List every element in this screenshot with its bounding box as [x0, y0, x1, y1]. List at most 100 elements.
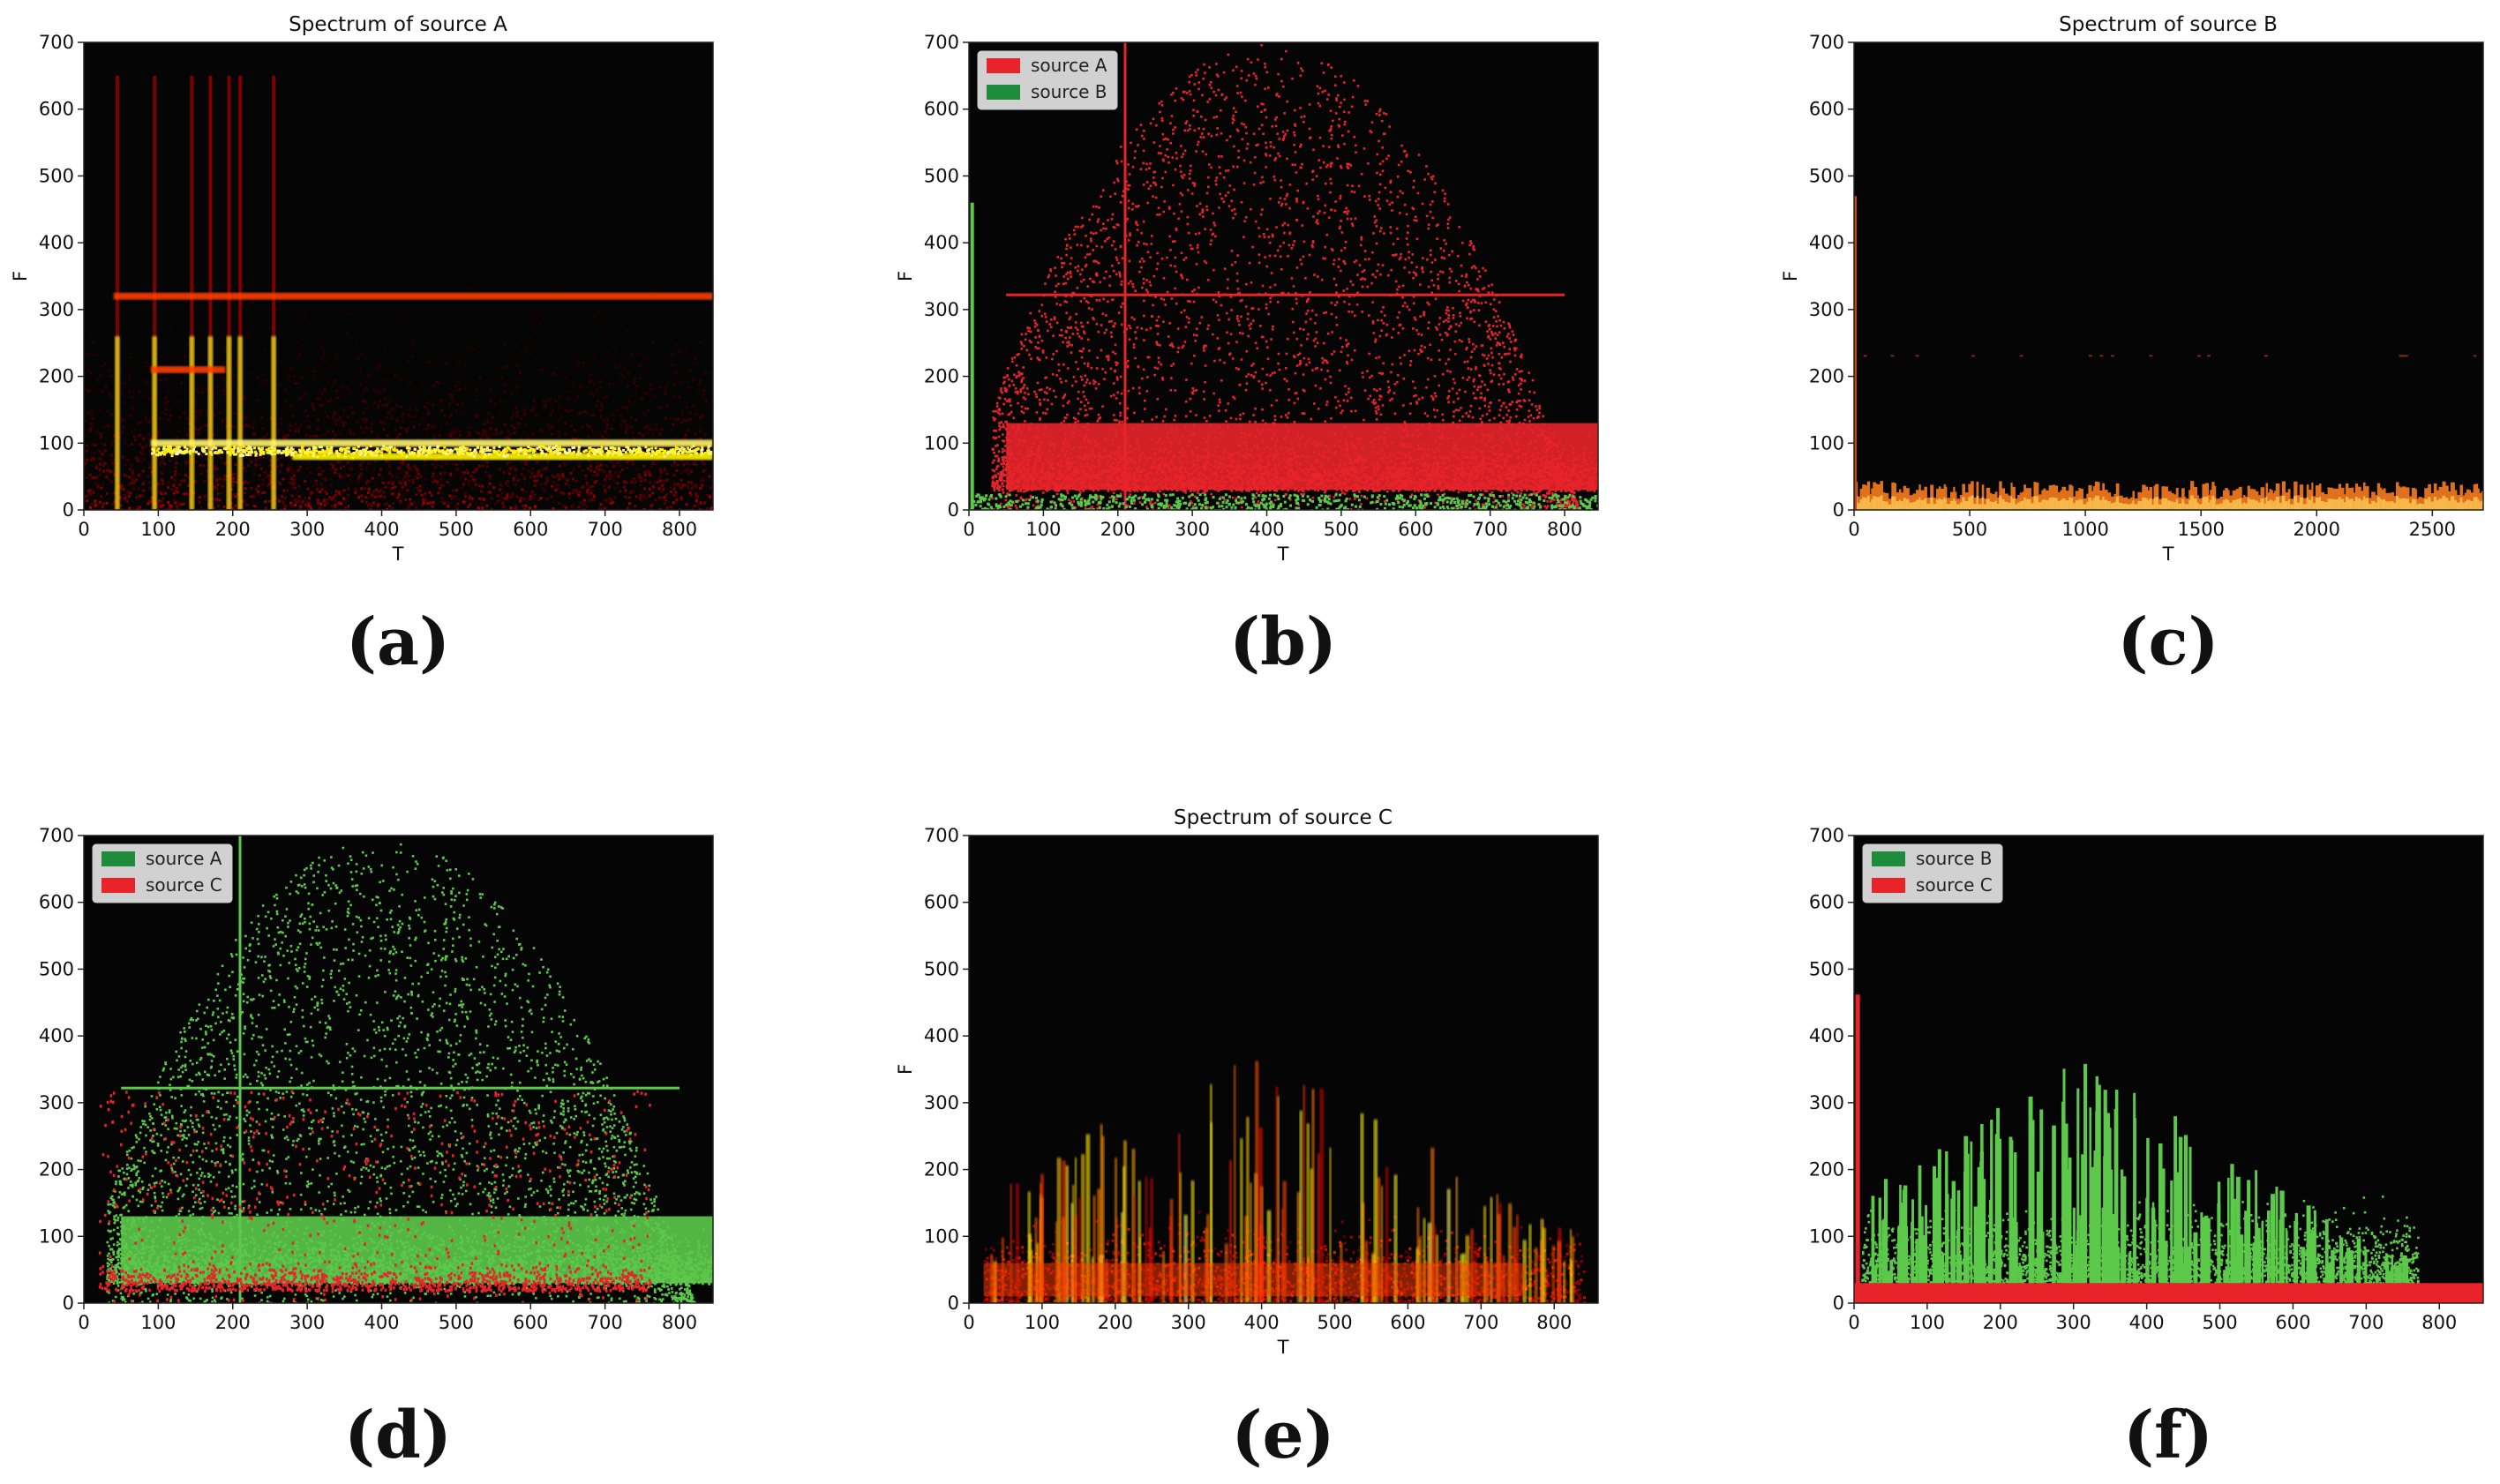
- panel-a-band-speck: [289, 447, 293, 451]
- panel-a-noise: [687, 473, 691, 476]
- panel-a-noise: [329, 364, 333, 368]
- panel-a-noise: [145, 381, 148, 385]
- panel-a-noise: [435, 380, 439, 384]
- panel-a-noise: [132, 391, 136, 394]
- panel-a-noise: [387, 459, 391, 462]
- panel-b-point: [1453, 352, 1457, 356]
- panel-a-noise: [131, 396, 134, 400]
- panel-a-noise: [325, 492, 328, 496]
- panel-a-noise: [599, 379, 603, 383]
- panel-a-noise: [213, 468, 216, 471]
- panel-b-point: [1407, 169, 1410, 173]
- panel-a-noise: [467, 479, 470, 483]
- panel-a-band-speck: [639, 450, 642, 453]
- panel-a-band-speck: [576, 451, 580, 454]
- panel-a-noise: [676, 463, 679, 467]
- panel-a-noise: [610, 427, 613, 431]
- panel-a-noise: [662, 487, 665, 491]
- panel-b-point: [1519, 377, 1521, 380]
- panel-b-point: [1197, 68, 1199, 71]
- panel-a-noise: [481, 506, 484, 510]
- panel-a-noise: [410, 355, 414, 358]
- panel-a-noise: [684, 483, 687, 487]
- panel-a-noise: [367, 505, 371, 508]
- panel-b-point: [1476, 388, 1479, 392]
- panel-a-noise: [428, 491, 432, 494]
- panel-b-point: [1302, 490, 1305, 492]
- panel-a-noise: [222, 505, 226, 508]
- panel-b-point: [1353, 349, 1356, 352]
- panel-a-noise: [137, 507, 140, 510]
- panel-a-noise: [677, 350, 680, 354]
- panel-a-noise: [85, 467, 88, 470]
- panel-a-noise: [682, 463, 686, 467]
- panel-a-noise: [307, 502, 311, 506]
- panel-a-noise: [648, 428, 651, 431]
- panel-a-noise: [451, 431, 454, 435]
- panel-b-point: [1060, 381, 1063, 384]
- panel-a-noise: [488, 400, 492, 403]
- panel-a-noise: [386, 434, 389, 438]
- panel-a-noise: [147, 432, 151, 436]
- panel-a-noise: [104, 449, 108, 453]
- panel-a-noise: [172, 483, 176, 487]
- panel-a-band-speck: [558, 446, 561, 449]
- panel-a-band-speck: [634, 453, 637, 457]
- panel-a-noise: [710, 506, 713, 509]
- panel-a-noise: [277, 481, 281, 484]
- panel-a-noise: [304, 433, 308, 437]
- panel-a-noise: [638, 496, 642, 499]
- panel-a-noise: [582, 498, 586, 502]
- panel-a-noise: [307, 461, 311, 464]
- panel-a-noise: [706, 506, 709, 510]
- panel-a-noise: [215, 487, 219, 491]
- panel-a-noise: [130, 404, 133, 408]
- panel-b-point: [1196, 327, 1198, 331]
- panel-a-noise: [438, 434, 441, 438]
- panel-a-noise: [507, 484, 510, 488]
- panel-b-point: [1055, 274, 1057, 277]
- panel-a-noise: [437, 491, 440, 495]
- panel-a-noise: [440, 459, 444, 462]
- panel-a-band-speck: [696, 447, 700, 451]
- panel-a-noise: [557, 501, 560, 505]
- panel-a-noise: [483, 498, 486, 501]
- panel-b-point: [1019, 388, 1023, 391]
- panel-a-noise: [475, 468, 478, 471]
- panel-a-noise: [454, 506, 457, 509]
- panel-a-noise: [369, 502, 372, 506]
- panel-a-noise: [287, 468, 290, 471]
- panel-a-noise: [447, 505, 450, 508]
- panel-a-noise: [391, 506, 394, 510]
- panel-a-noise: [268, 486, 272, 490]
- panel-a-noise: [119, 504, 123, 507]
- panel-a-noise: [367, 480, 371, 483]
- panel-a-band-speck: [306, 448, 310, 452]
- panel-a-noise: [178, 473, 182, 476]
- panel-b-point: [1180, 311, 1183, 314]
- panel-a-noise: [161, 497, 165, 500]
- panel-a-noise: [111, 492, 115, 496]
- panel-a-noise: [372, 388, 376, 392]
- panel-a-noise: [278, 384, 282, 387]
- panel-a-noise: [86, 411, 90, 415]
- panel-a-noise: [694, 412, 698, 416]
- panel-b-point: [1104, 240, 1107, 243]
- panel-a-noise: [124, 401, 127, 405]
- panel-b-point: [1431, 396, 1435, 400]
- panel-a-noise: [514, 406, 517, 409]
- panel-a-noise: [157, 485, 161, 489]
- panel-a-noise: [221, 419, 224, 423]
- panel-a-noise: [267, 465, 270, 468]
- panel-a-noise: [198, 500, 201, 504]
- panel-b-point: [1396, 316, 1400, 319]
- panel-a-noise: [507, 435, 510, 438]
- panel-a-noise: [379, 489, 382, 492]
- panel-a-noise: [426, 501, 430, 505]
- panel-a-noise: [93, 444, 96, 447]
- panel-a-noise: [142, 489, 146, 492]
- panel-a-band-speck: [690, 446, 694, 449]
- panel-b-point: [1201, 94, 1204, 97]
- panel-a-xtick-label-8: 800: [662, 519, 697, 540]
- panel-a-band-speck: [588, 446, 591, 450]
